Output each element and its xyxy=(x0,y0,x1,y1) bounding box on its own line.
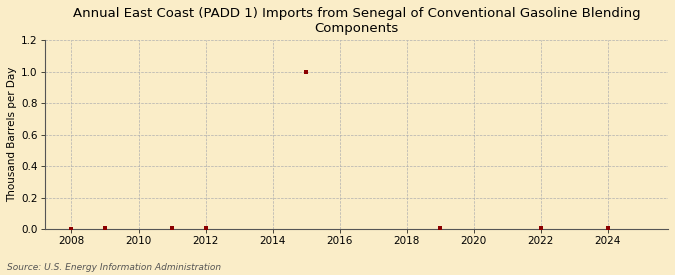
Point xyxy=(602,225,613,230)
Point xyxy=(535,225,546,230)
Y-axis label: Thousand Barrels per Day: Thousand Barrels per Day xyxy=(7,67,17,202)
Point xyxy=(200,225,211,230)
Point xyxy=(66,227,77,231)
Text: Source: U.S. Energy Information Administration: Source: U.S. Energy Information Administ… xyxy=(7,263,221,272)
Point xyxy=(300,70,311,74)
Point xyxy=(435,225,446,230)
Title: Annual East Coast (PADD 1) Imports from Senegal of Conventional Gasoline Blendin: Annual East Coast (PADD 1) Imports from … xyxy=(72,7,640,35)
Point xyxy=(100,225,111,230)
Point xyxy=(167,225,178,230)
